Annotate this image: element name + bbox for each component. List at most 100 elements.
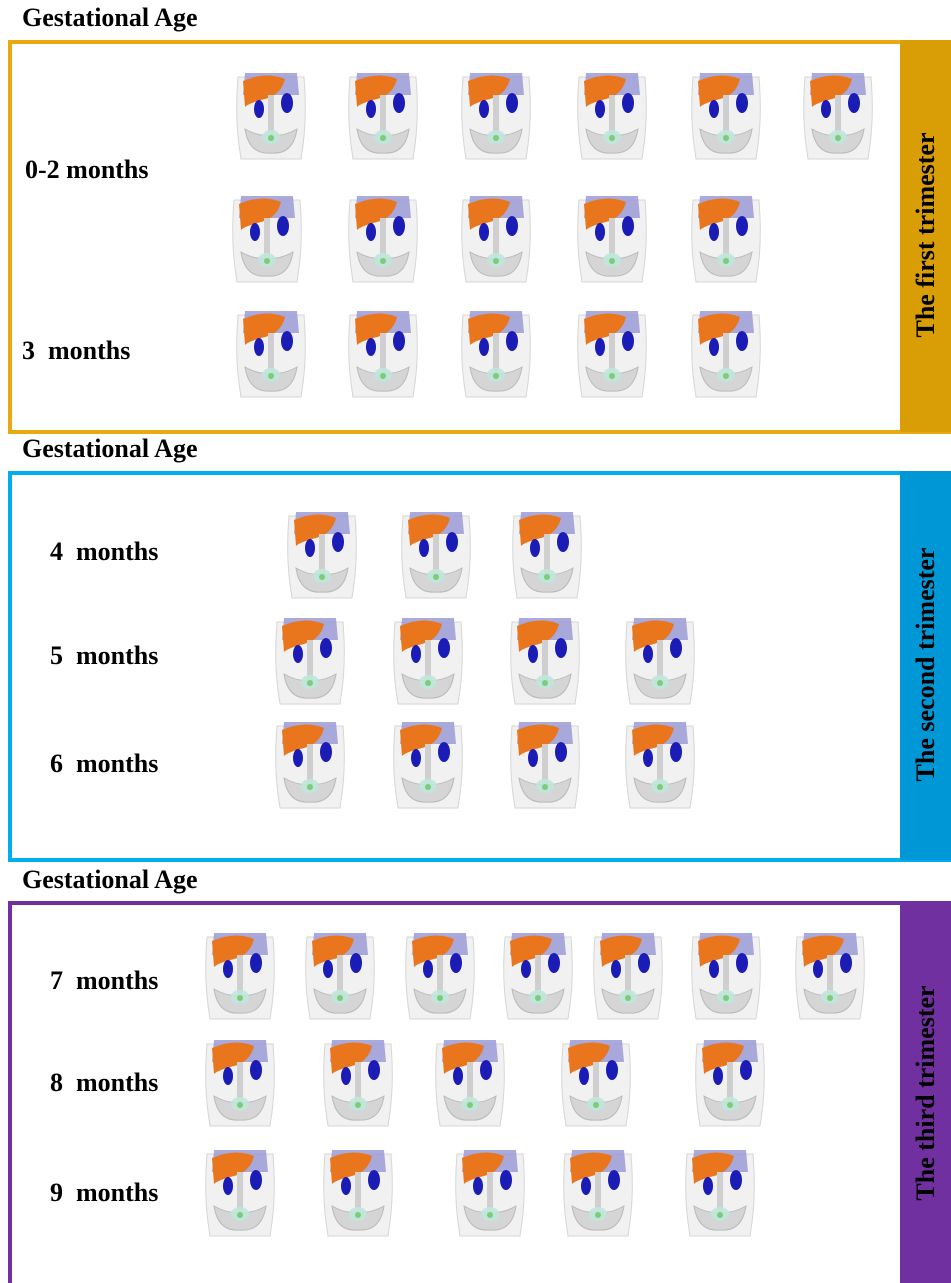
kidney (393, 93, 405, 113)
organ-thumbnail (393, 618, 463, 705)
kidney (506, 93, 518, 113)
fetus (657, 784, 663, 790)
spine (268, 333, 274, 373)
kidney (730, 1170, 742, 1190)
liver (570, 1152, 612, 1184)
kidney (581, 1177, 591, 1195)
kidney (848, 93, 860, 113)
fetus (723, 995, 729, 1001)
section-heading: Gestational Age (22, 865, 198, 894)
fetus (544, 574, 550, 580)
liver (584, 313, 626, 345)
organ-thumbnail (625, 722, 695, 809)
fetus (723, 135, 729, 141)
organ-thumbnail (577, 311, 647, 398)
kidney (595, 100, 605, 118)
kidney (341, 1067, 351, 1085)
organ-thumbnail (323, 1150, 393, 1237)
kidney (709, 223, 719, 241)
trimester-label: The third trimester (911, 985, 940, 1200)
organ-thumbnail (803, 73, 873, 160)
organ-thumbnail (348, 196, 418, 283)
kidney (521, 960, 531, 978)
fetus (319, 574, 325, 580)
kidney (368, 1060, 380, 1080)
section-heading: Gestational Age (22, 3, 198, 32)
kidney (608, 1170, 620, 1190)
spine (433, 534, 439, 574)
row-label: 5 months (50, 641, 158, 670)
kidney (411, 749, 421, 767)
spine (355, 1062, 361, 1102)
kidney (736, 331, 748, 351)
organ-thumbnail (205, 933, 275, 1020)
kidney (254, 100, 264, 118)
liver (600, 935, 642, 967)
fetus (433, 574, 439, 580)
kidney (506, 331, 518, 351)
fetus (337, 995, 343, 1001)
liver (517, 724, 559, 756)
fetus (595, 1212, 601, 1218)
fetus (535, 995, 541, 1001)
fetus (380, 258, 386, 264)
spine (544, 534, 550, 574)
organ-thumbnail (401, 512, 471, 599)
organ-thumbnail (503, 933, 573, 1020)
trimester-label: The first trimester (911, 132, 940, 337)
fetus (237, 1102, 243, 1108)
organ-thumbnail (323, 1040, 393, 1127)
liver (632, 620, 674, 652)
liver (412, 935, 454, 967)
liver (698, 75, 740, 107)
kidney (713, 1067, 723, 1085)
spine (609, 95, 615, 135)
kidney (528, 645, 538, 663)
spine (542, 640, 548, 680)
liver (400, 724, 442, 756)
spine (723, 333, 729, 373)
organ-thumbnail (461, 196, 531, 283)
liver (584, 198, 626, 230)
kidney (579, 1067, 589, 1085)
spine (355, 1172, 361, 1212)
fetus (493, 258, 499, 264)
kidney (332, 532, 344, 552)
kidney (479, 100, 489, 118)
row-label: 7 months (50, 966, 158, 995)
liver (355, 75, 397, 107)
kidney (670, 742, 682, 762)
kidney (393, 216, 405, 236)
kidney (438, 742, 450, 762)
organ-thumbnail (510, 722, 580, 809)
liver (517, 620, 559, 652)
liver (468, 198, 510, 230)
kidney (446, 532, 458, 552)
kidney (293, 645, 303, 663)
kidney (366, 338, 376, 356)
fetus (593, 1102, 599, 1108)
liver (400, 620, 442, 652)
liver (632, 724, 674, 756)
fetus (717, 1212, 723, 1218)
fetus (268, 135, 274, 141)
spine (425, 744, 431, 784)
liver (243, 313, 285, 345)
spine (307, 744, 313, 784)
fetus (542, 680, 548, 686)
kidney (323, 960, 333, 978)
spine (723, 955, 729, 995)
organ-thumbnail (691, 73, 761, 160)
spine (657, 640, 663, 680)
kidney (622, 331, 634, 351)
fetus (380, 135, 386, 141)
organ-thumbnail (512, 512, 582, 599)
kidney (643, 749, 653, 767)
liver (810, 75, 852, 107)
kidney (368, 1170, 380, 1190)
spine (827, 955, 833, 995)
kidney (736, 953, 748, 973)
kidney (500, 1170, 512, 1190)
kidney (606, 1060, 618, 1080)
spine (593, 1062, 599, 1102)
